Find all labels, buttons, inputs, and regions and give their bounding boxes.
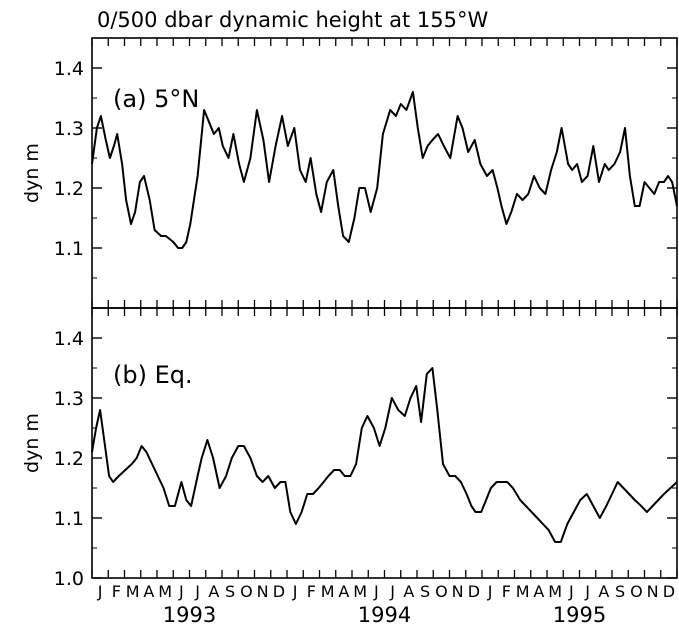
month-label: M [548,582,562,601]
month-label: A [598,582,609,601]
year-label: 1993 [163,603,216,626]
plot-frame [91,307,678,579]
y-axis-label: dyn m [21,413,43,473]
month-label: O [630,582,643,601]
month-label: O [240,582,253,601]
month-label: F [502,582,511,601]
month-label: J [292,582,298,601]
figure-title: 0/500 dbar dynamic height at 155°W [97,8,488,32]
year-label: 1995 [553,603,606,626]
month-label: A [403,582,414,601]
month-label: J [389,582,395,601]
y-tick-label: 1.3 [54,388,84,410]
y-tick-label: 1.0 [54,568,84,590]
month-label: F [112,582,121,601]
month-label: D [273,582,285,601]
y-tick-label: 1.2 [54,448,84,470]
year-label: 1994 [358,603,411,626]
month-label: J [97,582,103,601]
month-label: S [225,582,235,601]
y-tick-label: 1.2 [54,178,84,200]
y-tick-label: 1.4 [54,328,84,350]
x-axis: J F M A M J J A S O N D J F M A M J J A S O N D J F M A M J J A S O N D1993… [97,582,675,626]
month-label: O [435,582,448,601]
month-label: D [663,582,675,601]
panel-a: 1.1 1.2 1.3 1.4 dyn m (a) 5°N [21,37,678,309]
month-label: D [468,582,480,601]
panel-label: (a) 5°N [113,85,199,113]
month-label: M [353,582,367,601]
month-label: J [568,582,574,601]
month-label: A [338,582,349,601]
y-tick-label: 1.4 [54,58,84,80]
month-label: J [178,582,184,601]
month-label: S [420,582,430,601]
y-tick-label: 1.3 [54,118,84,140]
plot-frame [91,37,678,309]
month-label: A [208,582,219,601]
y-axis-label: dyn m [21,143,43,203]
month-label: J [194,582,200,601]
panel-label: (b) Eq. [113,361,193,389]
month-label: A [143,582,154,601]
month-label: J [373,582,379,601]
month-label: M [321,582,335,601]
month-label: N [647,582,659,601]
series-line [91,367,678,543]
month-label: A [533,582,544,601]
month-label: M [126,582,140,601]
month-label: N [452,582,464,601]
month-label: N [257,582,269,601]
y-tick-label: 1.1 [54,238,84,260]
month-label: S [615,582,625,601]
month-label: M [516,582,530,601]
panel-b: 1.0 1.1 1.2 1.3 1.4 dyn m (b) Eq. [21,307,678,590]
y-tick-label: 1.1 [54,508,84,530]
month-label: M [158,582,172,601]
month-label: J [487,582,493,601]
series-line [91,91,678,249]
month-label: F [307,582,316,601]
month-label: J [584,582,590,601]
